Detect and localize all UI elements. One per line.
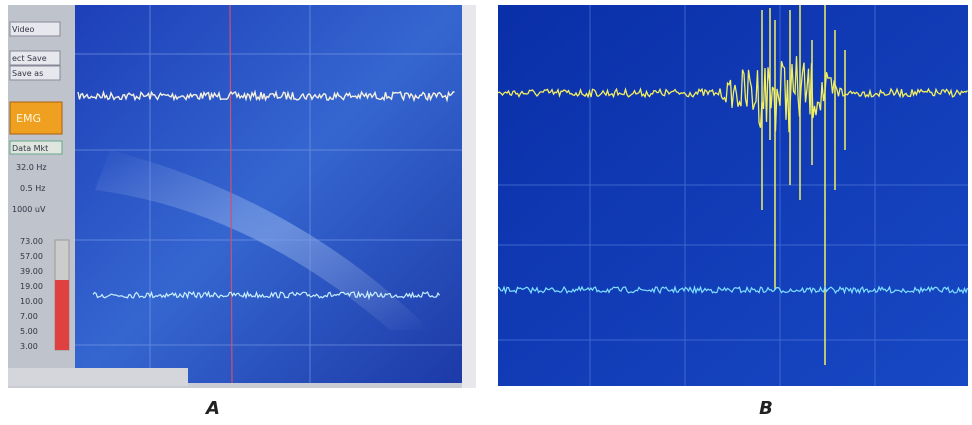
status-label: Data Mkt (12, 144, 48, 153)
panel-label: A (204, 398, 220, 419)
scale-label: 7.00 (20, 312, 38, 321)
scrollbar (462, 5, 476, 388)
button-label: Save as (12, 69, 43, 78)
scale-label: 3.00 (20, 342, 38, 351)
scale-label: 39.00 (20, 267, 43, 276)
button-label: Video (12, 25, 35, 34)
level-fill (55, 280, 69, 350)
panel-b (498, 5, 968, 386)
setting: 1000 uV (12, 205, 46, 214)
scale-label: 73.00 (20, 237, 43, 246)
scale-label: 19.00 (20, 282, 43, 291)
figure: Video ect Save Save as EMG Data Mkt 32.0… (0, 0, 972, 425)
button-label: ect Save (12, 54, 47, 63)
scale-label: 10.00 (20, 297, 43, 306)
setting: 0.5 Hz (20, 184, 45, 193)
toolbar (8, 368, 188, 386)
mode-label: EMG (16, 112, 41, 125)
plot-area (498, 5, 968, 386)
panel-label: B (759, 398, 773, 419)
setting: 32.0 Hz (16, 163, 47, 172)
scale-label: 5.00 (20, 327, 38, 336)
scale-label: 57.00 (20, 252, 43, 261)
panel-a: Video ect Save Save as EMG Data Mkt 32.0… (8, 5, 476, 388)
